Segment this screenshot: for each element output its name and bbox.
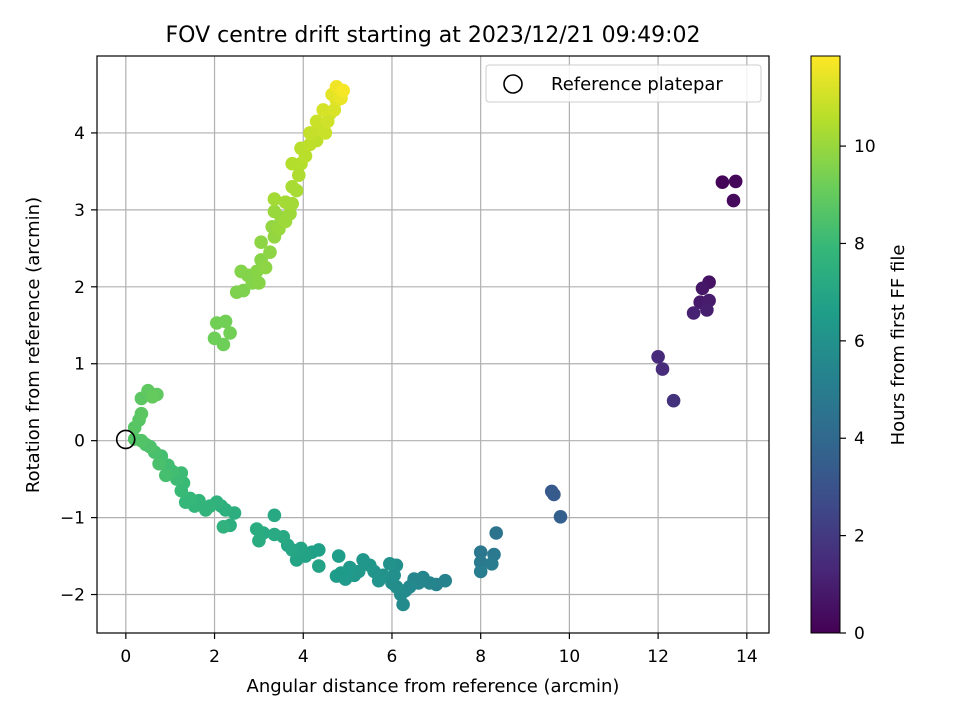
data-point xyxy=(316,103,331,117)
data-point xyxy=(258,260,273,275)
data-point xyxy=(292,168,306,182)
data-point xyxy=(278,195,293,209)
colorbar-tick-label: 0 xyxy=(854,624,865,644)
data-point xyxy=(356,553,370,567)
x-axis-label: Angular distance from reference (arcmin) xyxy=(247,676,620,697)
reference-platepar-marker xyxy=(115,429,136,450)
data-point xyxy=(234,264,248,279)
data-point xyxy=(651,350,665,364)
data-point xyxy=(485,557,499,571)
data-point xyxy=(318,126,333,140)
y-tick-label: 1 xyxy=(74,355,85,375)
data-point xyxy=(267,527,282,542)
data-point xyxy=(134,406,149,421)
x-tick-label: 8 xyxy=(475,647,486,667)
plot-frame xyxy=(96,55,770,634)
y-tick-label: 4 xyxy=(74,124,85,144)
data-point xyxy=(686,306,701,320)
data-points xyxy=(127,80,743,612)
x-tick-label: 14 xyxy=(736,647,758,667)
x-tick-label: 6 xyxy=(387,647,398,667)
colorbar-tick-label: 2 xyxy=(854,527,865,547)
x-tick-label: 12 xyxy=(647,647,669,667)
data-point xyxy=(285,180,300,194)
data-point xyxy=(309,114,324,129)
x-tick-label: 4 xyxy=(298,647,309,667)
colorbar-label: Hours from first FF file xyxy=(888,245,909,446)
legend-label: Reference platepar xyxy=(551,74,723,95)
data-point xyxy=(547,487,561,502)
data-point xyxy=(145,390,160,404)
data-point xyxy=(655,362,670,376)
data-point xyxy=(249,522,264,536)
legend-box xyxy=(485,64,762,103)
colorbar-tick-label: 6 xyxy=(854,332,865,352)
y-tick-label: 2 xyxy=(74,278,85,298)
grid xyxy=(97,56,769,633)
data-point xyxy=(216,337,231,352)
data-point xyxy=(695,281,710,296)
colorbar xyxy=(810,55,841,634)
data-point xyxy=(267,508,282,523)
data-point xyxy=(396,597,410,612)
data-point xyxy=(178,495,193,510)
data-point xyxy=(152,456,166,471)
data-point xyxy=(336,83,351,98)
data-point xyxy=(728,174,743,189)
y-tick-label: 3 xyxy=(74,201,85,221)
y-tick-label: −2 xyxy=(60,586,85,606)
colorbar-tick-label: 10 xyxy=(854,137,876,157)
data-point xyxy=(715,175,730,189)
y-tick-label: 0 xyxy=(74,432,85,452)
data-point xyxy=(700,303,714,317)
data-point xyxy=(383,557,397,571)
data-point xyxy=(159,468,173,483)
data-point xyxy=(726,193,741,208)
x-tick-label: 2 xyxy=(209,647,220,667)
chart-title: FOV centre drift starting at 2023/12/21 … xyxy=(166,23,701,48)
data-point xyxy=(312,559,326,573)
data-point xyxy=(329,569,344,583)
y-axis-label: Rotation from reference (arcmin) xyxy=(23,197,44,493)
legend-marker-icon xyxy=(503,74,523,94)
data-point xyxy=(489,526,504,540)
data-point xyxy=(473,564,488,579)
data-point xyxy=(267,192,282,206)
data-point xyxy=(473,545,488,559)
colorbar-tick-label: 8 xyxy=(854,234,865,254)
data-point xyxy=(216,520,231,534)
legend: Reference platepar xyxy=(485,64,762,103)
data-point xyxy=(210,316,224,330)
y-tick-label: −1 xyxy=(60,509,85,529)
data-point xyxy=(263,245,277,259)
data-point xyxy=(254,235,268,249)
data-point xyxy=(223,326,237,340)
x-tick-label: 10 xyxy=(559,647,581,667)
data-point xyxy=(252,533,266,548)
data-point xyxy=(473,555,488,569)
data-point xyxy=(553,510,568,524)
data-point xyxy=(236,283,251,298)
data-point xyxy=(666,393,681,408)
data-point xyxy=(252,276,266,290)
x-tick-label: 0 xyxy=(120,647,131,667)
colorbar-tick-label: 4 xyxy=(854,429,865,449)
data-point xyxy=(331,549,346,563)
data-point xyxy=(267,204,282,219)
colorbar-ticks: 0 2 4 6 8 10 xyxy=(840,137,876,644)
